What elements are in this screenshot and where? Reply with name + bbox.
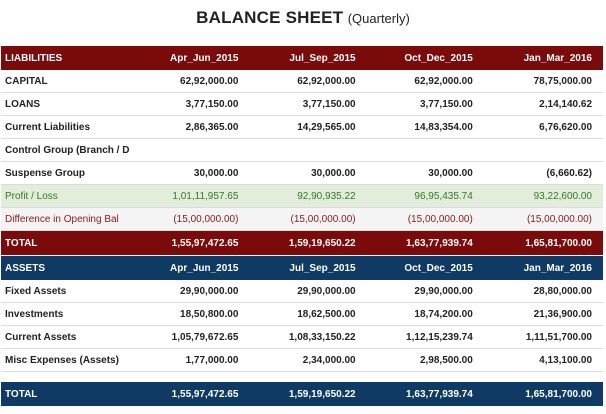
cell-value: 2,86,365.00: [134, 115, 252, 139]
cell-value: [368, 138, 486, 162]
cell-value: 62,92,000.00: [368, 70, 486, 93]
row-label: Investments: [1, 302, 135, 326]
cell-value: 30,000.00: [134, 161, 252, 185]
cell-value: 21,36,900.00: [485, 302, 603, 326]
table-row: Investments 18,50,800.00 18,62,500.00 18…: [1, 302, 603, 326]
period-header: Apr_Jun_2015: [134, 256, 252, 280]
cell-value: (15,00,000.00): [251, 207, 369, 231]
cell-value: 29,90,000.00: [368, 280, 486, 303]
cell-value: 1,08,33,150.22: [251, 325, 369, 349]
cell-value: [134, 138, 252, 162]
cell-value: 78,75,000.00: [485, 70, 603, 93]
row-label: TOTAL: [1, 230, 135, 255]
total-value: 1,55,97,472.65: [134, 230, 252, 255]
cell-value: [251, 138, 369, 162]
page-title-main: BALANCE SHEET: [196, 8, 344, 27]
cell-value: 28,80,000.00: [485, 280, 603, 303]
profit-loss-row: Profit / Loss 1,01,11,957.65 92,90,935.2…: [1, 184, 603, 208]
cell-value: 3,77,150.00: [134, 92, 252, 116]
table-row: Control Group (Branch / D: [1, 138, 603, 162]
cell-value: 3,77,150.00: [251, 92, 369, 116]
period-header: Oct_Dec_2015: [368, 46, 486, 70]
row-label: Suspense Group: [1, 161, 135, 185]
total-value: 1,63,77,939.74: [368, 230, 486, 255]
cell-value: 14,29,565.00: [251, 115, 369, 139]
cell-value: 2,14,140.62: [485, 92, 603, 116]
cell-value: 6,76,620.00: [485, 115, 603, 139]
total-value: 1,59,19,650.22: [251, 382, 369, 406]
total-value: 1,63,77,939.74: [368, 382, 486, 406]
total-value: 1,55,97,472.65: [134, 382, 252, 406]
cell-value: 1,12,15,239.74: [368, 325, 486, 349]
assets-header-label: ASSETS: [1, 256, 135, 280]
cell-value: (15,00,000.00): [134, 207, 252, 231]
row-label: Current Assets: [1, 325, 135, 349]
row-label: TOTAL: [1, 382, 135, 406]
row-label: Fixed Assets: [1, 280, 135, 303]
table-row: Misc Expenses (Assets) 1,77,000.00 2,34,…: [1, 348, 603, 372]
total-value: 1,65,81,700.00: [485, 230, 603, 255]
cell-value: 62,92,000.00: [134, 70, 252, 93]
liabilities-table: LIABILITIES Apr_Jun_2015 Jul_Sep_2015 Oc…: [1, 46, 603, 255]
cell-value: (6,660.62): [485, 161, 603, 185]
period-header: Apr_Jun_2015: [134, 46, 252, 70]
table-row: Fixed Assets 29,90,000.00 29,90,000.00 2…: [1, 280, 603, 303]
liabilities-header-row: LIABILITIES Apr_Jun_2015 Jul_Sep_2015 Oc…: [1, 46, 603, 70]
cell-value: 29,90,000.00: [134, 280, 252, 303]
cell-value: 62,92,000.00: [251, 70, 369, 93]
row-label: CAPITAL: [1, 70, 135, 93]
table-row: CAPITAL 62,92,000.00 62,92,000.00 62,92,…: [1, 70, 603, 93]
period-header: Jul_Sep_2015: [251, 46, 369, 70]
cell-value: 4,13,100.00: [485, 348, 603, 372]
assets-total-row: TOTAL 1,55,97,472.65 1,59,19,650.22 1,63…: [1, 382, 603, 406]
period-header: Jan_Mar_2016: [485, 256, 603, 280]
cell-value: 96,95,435.74: [368, 184, 486, 208]
liabilities-header-label: LIABILITIES: [1, 46, 135, 70]
total-value: 1,65,81,700.00: [485, 382, 603, 406]
period-header: Oct_Dec_2015: [368, 256, 486, 280]
liabilities-total-row: TOTAL 1,55,97,472.65 1,59,19,650.22 1,63…: [1, 230, 603, 255]
row-label: LOANS: [1, 92, 135, 116]
row-label: Control Group (Branch / D: [1, 138, 135, 162]
row-label: Difference in Opening Bal: [1, 207, 135, 231]
table-row: LOANS 3,77,150.00 3,77,150.00 3,77,150.0…: [1, 92, 603, 116]
cell-value: 93,22,600.00: [485, 184, 603, 208]
cell-value: (15,00,000.00): [485, 207, 603, 231]
cell-value: 92,90,935.22: [251, 184, 369, 208]
total-value: 1,59,19,650.22: [251, 230, 369, 255]
cell-value: 1,11,51,700.00: [485, 325, 603, 349]
period-header: Jul_Sep_2015: [251, 256, 369, 280]
period-header: Jan_Mar_2016: [485, 46, 603, 70]
table-row: Current Liabilities 2,86,365.00 14,29,56…: [1, 115, 603, 139]
difference-row: Difference in Opening Bal (15,00,000.00)…: [1, 207, 603, 231]
assets-table: ASSETS Apr_Jun_2015 Jul_Sep_2015 Oct_Dec…: [1, 256, 603, 406]
row-label: Profit / Loss: [1, 184, 135, 208]
table-row: Current Assets 1,05,79,672.65 1,08,33,15…: [1, 325, 603, 349]
spacer-row: [1, 372, 603, 383]
cell-value: 18,62,500.00: [251, 302, 369, 326]
cell-value: 18,50,800.00: [134, 302, 252, 326]
page-title-sub: (Quarterly): [347, 11, 410, 26]
row-label: Misc Expenses (Assets): [1, 348, 135, 372]
cell-value: 3,77,150.00: [368, 92, 486, 116]
cell-value: (15,00,000.00): [368, 207, 486, 231]
cell-value: 2,34,000.00: [251, 348, 369, 372]
row-label: Current Liabilities: [1, 115, 135, 139]
cell-value: 2,98,500.00: [368, 348, 486, 372]
cell-value: 1,05,79,672.65: [134, 325, 252, 349]
cell-value: 30,000.00: [251, 161, 369, 185]
page-title: BALANCE SHEET (Quarterly): [0, 8, 606, 28]
cell-value: 29,90,000.00: [251, 280, 369, 303]
cell-value: 1,01,11,957.65: [134, 184, 252, 208]
table-row: Suspense Group 30,000.00 30,000.00 30,00…: [1, 161, 603, 185]
cell-value: 30,000.00: [368, 161, 486, 185]
cell-value: 14,83,354.00: [368, 115, 486, 139]
cell-value: 1,77,000.00: [134, 348, 252, 372]
assets-header-row: ASSETS Apr_Jun_2015 Jul_Sep_2015 Oct_Dec…: [1, 256, 603, 280]
cell-value: [485, 138, 603, 162]
cell-value: 18,74,200.00: [368, 302, 486, 326]
